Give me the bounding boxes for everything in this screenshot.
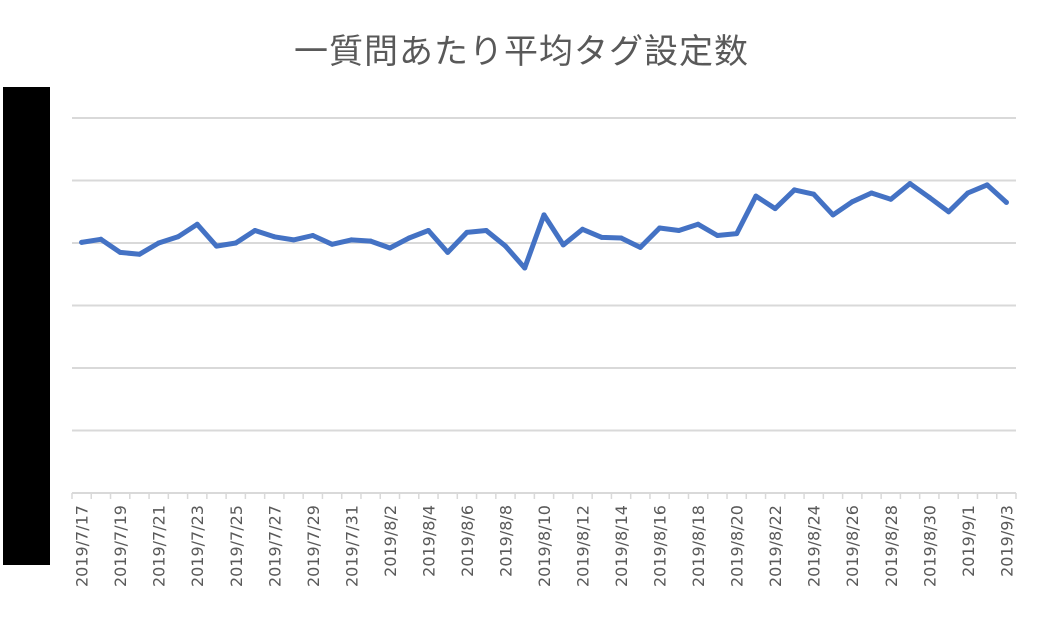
x-tick-label: 2019/7/21 — [150, 505, 169, 587]
series-group — [79, 181, 1009, 271]
data-point — [98, 236, 104, 242]
x-tick-label: 2019/7/23 — [188, 505, 207, 587]
data-point — [849, 199, 855, 205]
data-point — [310, 233, 316, 238]
data-point — [869, 190, 875, 196]
x-axis — [71, 492, 1017, 499]
data-point — [676, 228, 682, 233]
x-tick-label: 2019/8/18 — [689, 505, 708, 587]
x-tick-label: 2019/8/20 — [728, 505, 747, 587]
x-tick-label: 2019/8/6 — [458, 505, 477, 577]
series-line — [79, 181, 1009, 271]
data-point — [580, 226, 586, 232]
data-point — [406, 235, 412, 241]
x-tick-label: 2019/9/1 — [959, 505, 978, 577]
data-point — [811, 191, 817, 197]
x-tick-label: 2019/8/16 — [651, 505, 670, 587]
x-tick-label: 2019/7/29 — [304, 505, 323, 587]
x-tick-label: 2019/7/31 — [342, 505, 361, 587]
data-point — [291, 237, 297, 243]
data-point — [753, 193, 759, 199]
data-point — [483, 228, 489, 233]
x-tick-label: 2019/8/26 — [843, 505, 862, 587]
x-tick-label: 2019/8/22 — [766, 505, 785, 587]
x-tick-label: 2019/8/8 — [496, 505, 515, 577]
data-point — [464, 229, 470, 235]
data-point — [888, 196, 894, 202]
data-point — [560, 242, 566, 248]
x-tick-label: 2019/8/24 — [805, 505, 824, 587]
x-tick-label: 2019/8/28 — [882, 505, 901, 587]
data-point — [541, 212, 547, 218]
data-point — [791, 187, 797, 193]
data-point — [79, 239, 85, 245]
data-point — [714, 233, 720, 238]
data-point — [117, 249, 123, 255]
data-point — [387, 245, 393, 251]
data-point — [965, 190, 971, 196]
x-tick-label: 2019/7/17 — [73, 505, 92, 587]
data-point — [734, 231, 740, 237]
x-tick-label: 2019/8/14 — [612, 505, 631, 587]
x-tick-label: 2019/7/25 — [227, 505, 246, 587]
data-point — [830, 212, 836, 218]
data-point — [618, 235, 624, 241]
x-tick-label: 2019/8/10 — [535, 505, 554, 587]
x-tick-label: 2019/8/30 — [920, 505, 939, 587]
data-point — [271, 234, 277, 240]
data-point — [657, 225, 663, 231]
data-point — [368, 238, 374, 244]
data-point — [907, 181, 913, 187]
data-point — [329, 241, 335, 247]
data-point — [156, 240, 162, 246]
x-tick-label: 2019/8/2 — [381, 505, 400, 577]
data-point — [946, 209, 952, 215]
data-point — [425, 228, 431, 233]
data-point — [695, 221, 701, 227]
x-tick-labels: 2019/7/17 2019/7/19 2019/7/21 2019/7/23 2019… — [73, 505, 1017, 587]
data-point — [445, 249, 451, 255]
data-point — [926, 194, 932, 200]
data-point — [502, 243, 508, 249]
x-tick-label: 2019/9/3 — [997, 505, 1016, 577]
data-point — [637, 244, 643, 250]
x-tick-label: 2019/8/12 — [574, 505, 593, 587]
gridlines — [72, 117, 1016, 432]
x-tick-label: 2019/7/27 — [265, 505, 284, 587]
y-axis-redaction — [3, 87, 50, 565]
data-point — [348, 237, 354, 243]
data-point — [213, 243, 219, 249]
data-point — [136, 251, 142, 257]
x-tick-label: 2019/8/4 — [419, 505, 438, 577]
data-point — [1003, 199, 1009, 205]
data-point — [599, 234, 605, 240]
data-point — [772, 206, 778, 212]
data-point — [984, 182, 990, 188]
data-point — [233, 240, 239, 246]
data-point — [252, 228, 258, 233]
x-tick-label: 2019/7/19 — [111, 505, 130, 587]
data-point — [175, 234, 181, 240]
data-point — [522, 265, 528, 271]
data-point — [194, 221, 200, 227]
chart-title: 一質問あたり平均タグ設定数 — [294, 32, 749, 72]
